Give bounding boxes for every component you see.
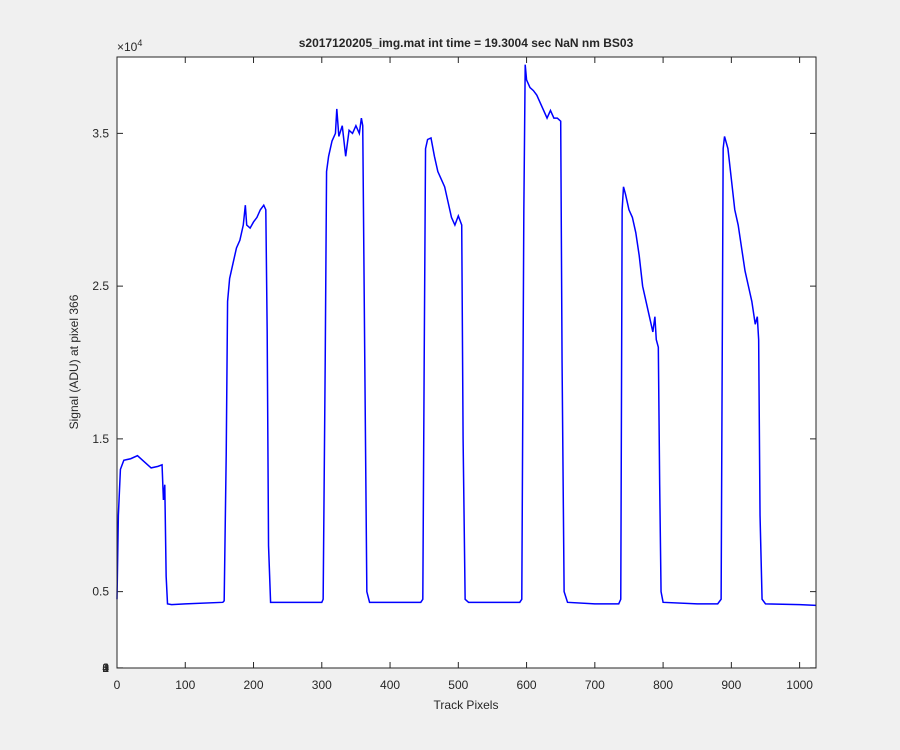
y-tick-label: 2 bbox=[102, 661, 109, 675]
y-tick-label: 4 bbox=[102, 661, 109, 675]
y-tick-label: 1 bbox=[102, 661, 109, 675]
y-multiplier-base: ×10 bbox=[117, 40, 138, 54]
x-tick-label: 400 bbox=[380, 678, 400, 692]
data-line bbox=[116, 64, 817, 607]
y-tick-label: 1.5 bbox=[92, 432, 109, 446]
x-tick-label: 500 bbox=[448, 678, 468, 692]
x-tick-label: 900 bbox=[721, 678, 741, 692]
x-tick-label: 600 bbox=[517, 678, 537, 692]
y-tick-label: 0.5 bbox=[92, 585, 109, 599]
x-tick-label: 200 bbox=[244, 678, 264, 692]
x-tick-label: 700 bbox=[585, 678, 605, 692]
chart-title: s2017120205_img.mat int time = 19.3004 s… bbox=[299, 36, 634, 50]
y-tick-label: 2.5 bbox=[92, 279, 109, 293]
x-tick-label: 300 bbox=[312, 678, 332, 692]
y-tick-label: 0 bbox=[102, 661, 109, 675]
x-tick-label: 800 bbox=[653, 678, 673, 692]
y-multiplier-exponent: 4 bbox=[137, 38, 142, 48]
plot-area bbox=[117, 57, 816, 668]
y-axis-label: Signal (ADU) at pixel 366 bbox=[67, 294, 81, 429]
axes-box bbox=[116, 56, 817, 669]
x-tick-label: 0 bbox=[114, 678, 121, 692]
y-tick-label: 3 bbox=[102, 661, 109, 675]
x-axis-label: Track Pixels bbox=[434, 698, 499, 712]
y-multiplier: ×104 bbox=[117, 38, 142, 54]
x-tick-label: 1000 bbox=[786, 678, 813, 692]
x-tick-label: 100 bbox=[175, 678, 195, 692]
y-tick-label: 3.5 bbox=[92, 126, 109, 140]
